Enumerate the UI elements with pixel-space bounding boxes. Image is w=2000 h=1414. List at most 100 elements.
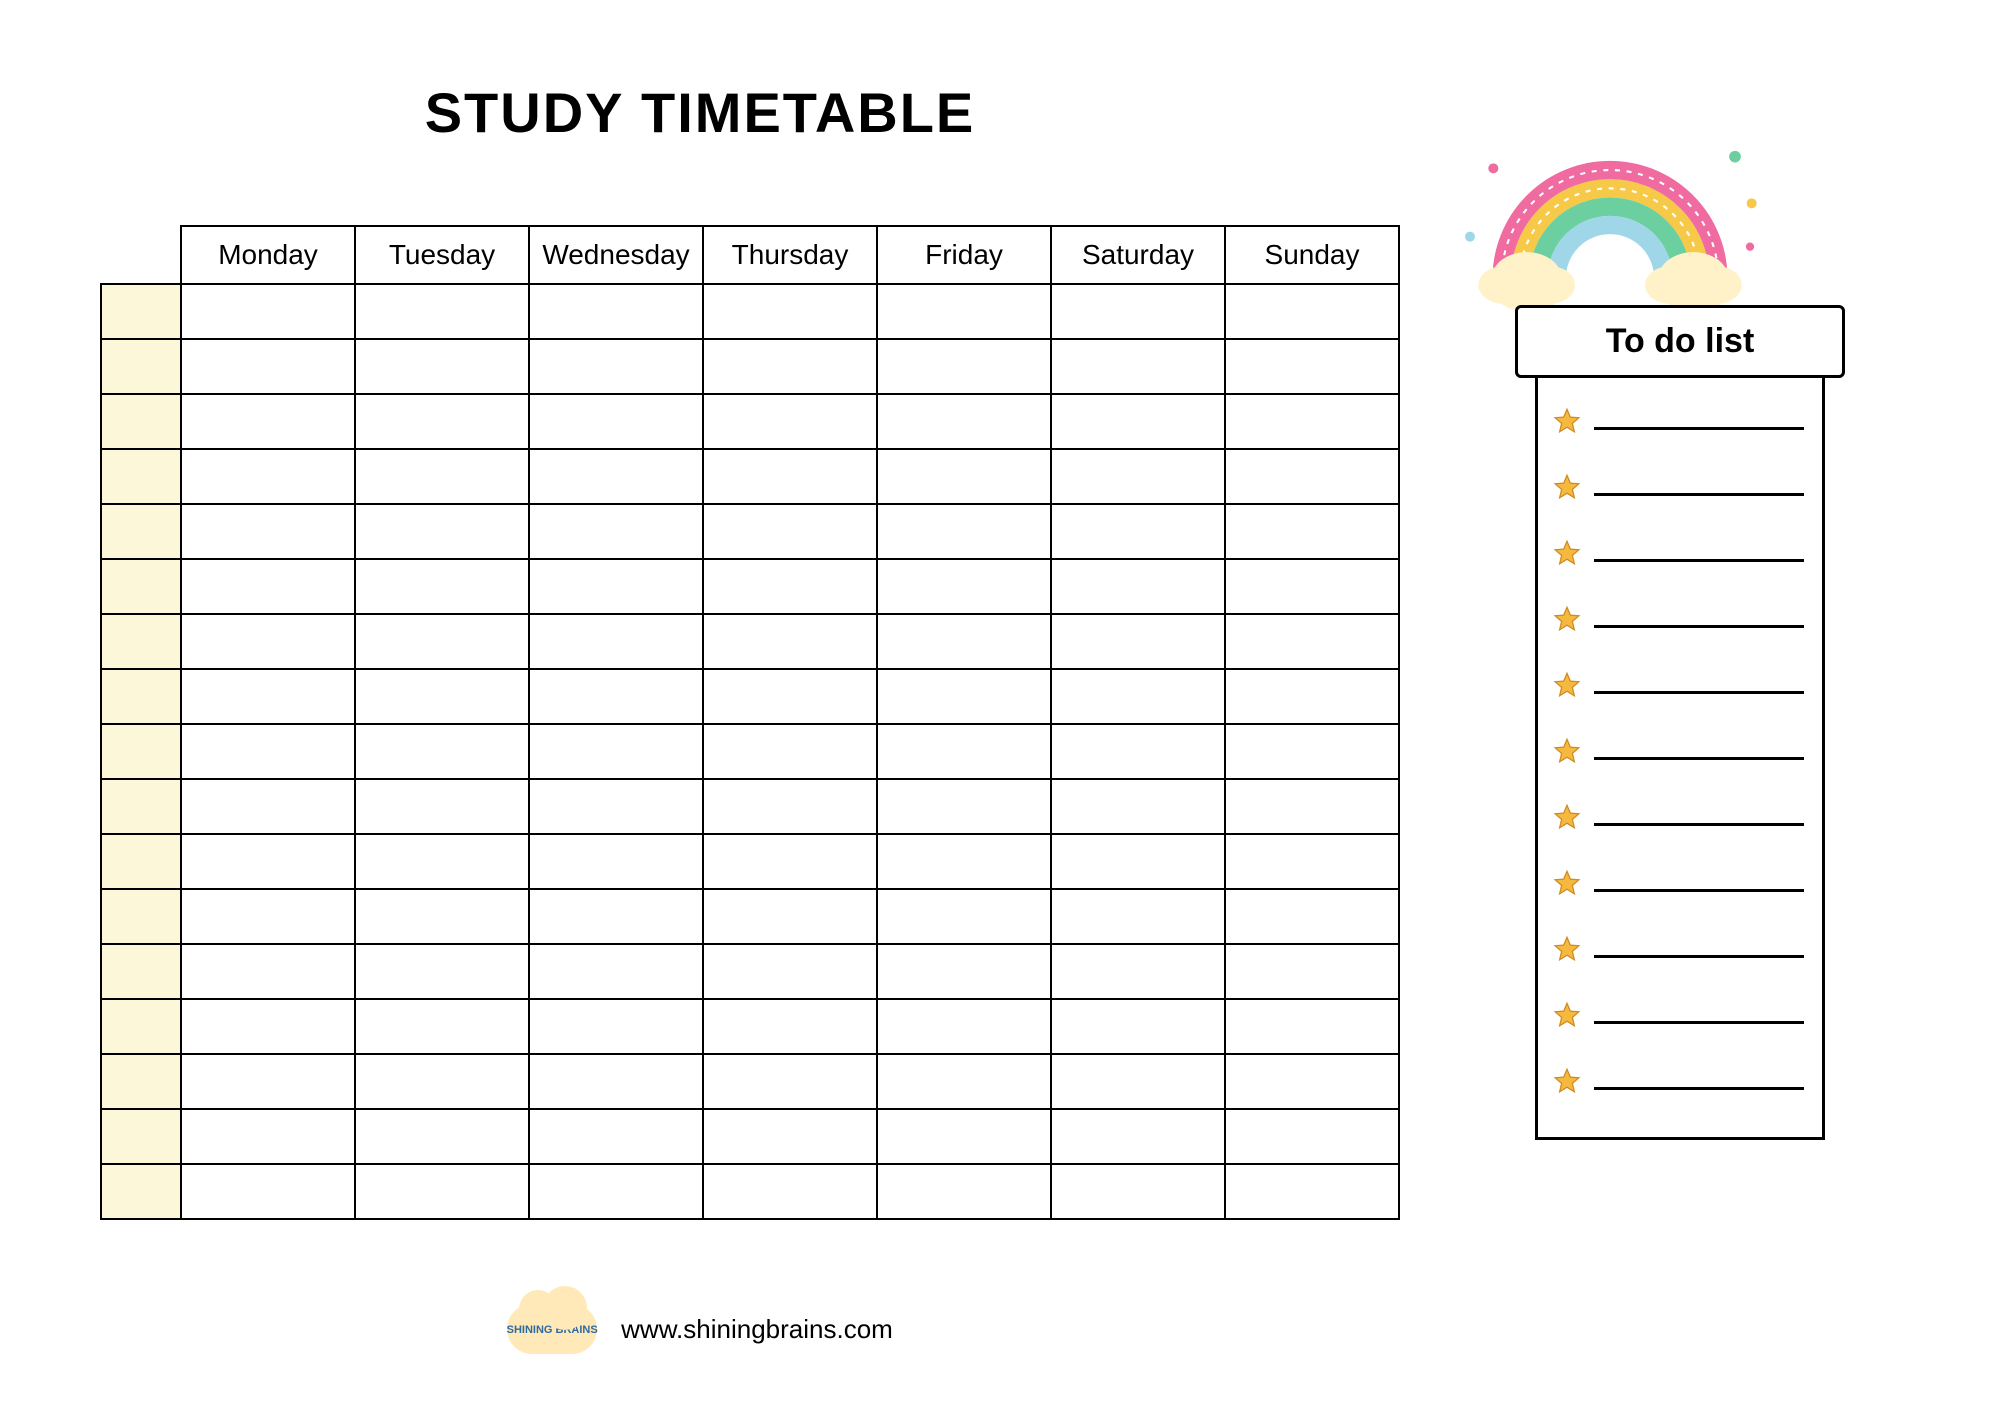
- day-cell: [1225, 284, 1399, 339]
- time-cell: [101, 889, 181, 944]
- table-row: [101, 614, 1399, 669]
- day-cell: [703, 559, 877, 614]
- day-cell: [1225, 1109, 1399, 1164]
- day-cell: [355, 1109, 529, 1164]
- todo-line: [1594, 546, 1804, 562]
- time-cell: [101, 504, 181, 559]
- day-cell: [529, 1054, 703, 1109]
- day-cell: [355, 724, 529, 779]
- day-cell: [877, 339, 1051, 394]
- day-cell: [1051, 1164, 1225, 1219]
- day-cell: [877, 394, 1051, 449]
- day-cell: [703, 889, 877, 944]
- time-cell: [101, 284, 181, 339]
- day-cell: [181, 724, 355, 779]
- day-cell: [703, 724, 877, 779]
- time-cell: [101, 1109, 181, 1164]
- timetable-header-cell: Friday: [877, 226, 1051, 284]
- day-cell: [181, 999, 355, 1054]
- todo-line: [1594, 744, 1804, 760]
- star-icon: [1552, 869, 1582, 899]
- footer-url: www.shiningbrains.com: [621, 1314, 893, 1345]
- day-cell: [529, 889, 703, 944]
- day-cell: [529, 559, 703, 614]
- table-row: [101, 1054, 1399, 1109]
- day-cell: [703, 504, 877, 559]
- day-cell: [877, 559, 1051, 614]
- table-row: [101, 339, 1399, 394]
- timetable: MondayTuesdayWednesdayThursdayFridaySatu…: [100, 225, 1400, 1220]
- day-cell: [181, 559, 355, 614]
- day-cell: [181, 669, 355, 724]
- todo-body: [1535, 364, 1825, 1140]
- day-cell: [1225, 724, 1399, 779]
- day-cell: [181, 1164, 355, 1219]
- day-cell: [877, 944, 1051, 999]
- timetable-header-cell: Thursday: [703, 226, 877, 284]
- table-row: [101, 834, 1399, 889]
- table-row: [101, 559, 1399, 614]
- day-cell: [1051, 339, 1225, 394]
- footer: SHINING BRAINS www.shiningbrains.com: [0, 1304, 1400, 1354]
- day-cell: [877, 284, 1051, 339]
- day-cell: [529, 394, 703, 449]
- todo-line: [1594, 810, 1804, 826]
- star-icon: [1552, 473, 1582, 503]
- day-cell: [355, 559, 529, 614]
- day-cell: [529, 779, 703, 834]
- timetable-corner: [101, 226, 181, 284]
- day-cell: [1225, 944, 1399, 999]
- time-cell: [101, 724, 181, 779]
- time-cell: [101, 614, 181, 669]
- table-row: [101, 724, 1399, 779]
- day-cell: [703, 779, 877, 834]
- table-row: [101, 284, 1399, 339]
- time-cell: [101, 669, 181, 724]
- timetable-header-cell: Wednesday: [529, 226, 703, 284]
- day-cell: [877, 669, 1051, 724]
- day-cell: [877, 889, 1051, 944]
- day-cell: [181, 339, 355, 394]
- day-cell: [1051, 504, 1225, 559]
- day-cell: [529, 614, 703, 669]
- footer-logo-text: SHINING BRAINS: [507, 1324, 598, 1336]
- timetable-header-cell: Tuesday: [355, 226, 529, 284]
- timetable-body: [101, 284, 1399, 1219]
- day-cell: [1225, 999, 1399, 1054]
- day-cell: [1225, 559, 1399, 614]
- todo-item: [1552, 671, 1804, 701]
- day-cell: [703, 669, 877, 724]
- day-cell: [877, 504, 1051, 559]
- day-cell: [529, 724, 703, 779]
- time-cell: [101, 559, 181, 614]
- day-cell: [529, 504, 703, 559]
- day-cell: [703, 944, 877, 999]
- time-cell: [101, 1054, 181, 1109]
- day-cell: [877, 449, 1051, 504]
- table-row: [101, 449, 1399, 504]
- todo-item: [1552, 1001, 1804, 1031]
- time-cell: [101, 1164, 181, 1219]
- day-cell: [355, 504, 529, 559]
- timetable-header-cell: Monday: [181, 226, 355, 284]
- day-cell: [355, 394, 529, 449]
- day-cell: [877, 999, 1051, 1054]
- time-cell: [101, 394, 181, 449]
- star-icon: [1552, 803, 1582, 833]
- day-cell: [877, 1054, 1051, 1109]
- day-cell: [529, 284, 703, 339]
- day-cell: [1051, 394, 1225, 449]
- time-cell: [101, 339, 181, 394]
- day-cell: [703, 999, 877, 1054]
- star-icon: [1552, 737, 1582, 767]
- day-cell: [355, 999, 529, 1054]
- table-row: [101, 1109, 1399, 1164]
- page-title: STUDY TIMETABLE: [0, 80, 1400, 145]
- day-cell: [529, 449, 703, 504]
- time-cell: [101, 999, 181, 1054]
- day-cell: [355, 889, 529, 944]
- todo-line: [1594, 876, 1804, 892]
- day-cell: [529, 999, 703, 1054]
- footer-logo: SHINING BRAINS: [507, 1304, 597, 1354]
- day-cell: [703, 339, 877, 394]
